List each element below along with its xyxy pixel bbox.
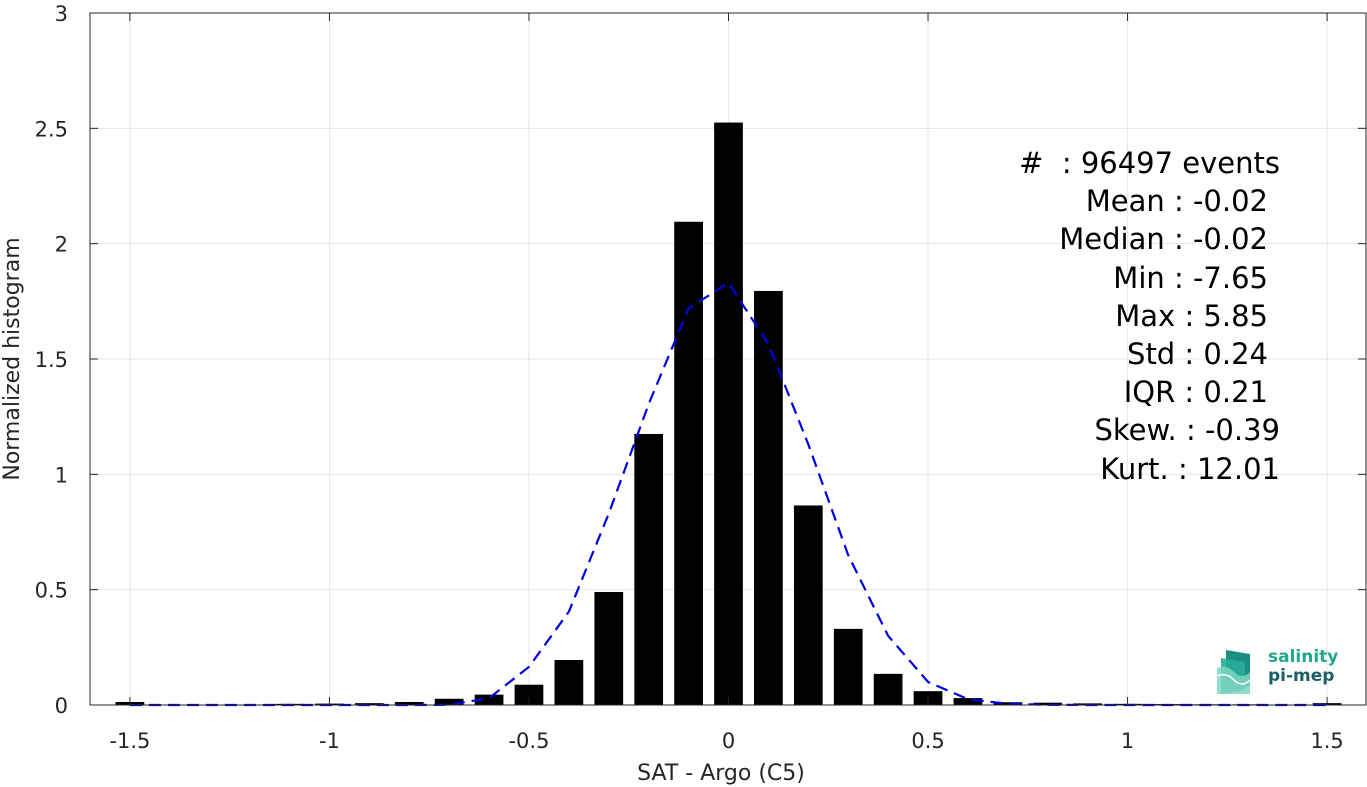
x-tick-labels: -1.5 -1 -0.5 0 0.5 1 1.5 [109,729,1343,753]
histogram-bar [674,221,703,705]
stat-max: Max : 5.85 [1115,298,1268,333]
plot-axes [89,12,1367,706]
histogram-bar [714,122,743,706]
stat-kurt: Kurt. : 12.01 [1100,451,1280,486]
histogram-bar [554,660,584,705]
x-tick-label: 0.5 [911,729,944,753]
y-tick-label: 1 [55,463,68,487]
histogram-bar [394,702,424,705]
wave-logo-icon [1216,650,1251,694]
stat-min: Min : -7.65 [1113,260,1268,295]
stat-std: Std : 0.24 [1127,337,1268,372]
x-tick-label: 0 [722,729,735,753]
histogram-bar [873,673,903,705]
stat-iqr: IQR : 0.21 [1123,375,1268,410]
histogram-bar [434,698,464,705]
histogram-bar [754,290,783,705]
y-tick-label: 0 [55,694,68,718]
histogram-bar [634,433,664,705]
stat-mean: Mean : -0.02 [1085,184,1268,219]
y-tick-labels: 0 0.5 1 1.5 2 2.5 3 [35,2,68,718]
salinity-pimep-logo: salinity pi-mep [1216,646,1346,696]
x-tick-label: 1.5 [1310,729,1343,753]
y-tick-label: 3 [55,2,68,26]
y-tick-label: 1.5 [35,348,68,372]
x-tick-label: -0.5 [508,729,549,753]
histogram-bars [115,122,1342,706]
histogram-bar [993,702,1023,705]
x-axis-label: SAT - Argo (C5) [637,761,805,786]
histogram-bar [793,505,823,705]
logo-text-salinity: salinity [1268,647,1339,667]
stat-skew: Skew. : -0.39 [1094,413,1280,448]
y-tick-label: 0.5 [35,579,68,603]
logo-text-pimep: pi-mep [1268,666,1335,686]
statistics-panel: # : 96497 events Mean : -0.02 Median : -… [960,144,1280,488]
y-tick-label: 2 [55,233,68,257]
histogram-bar [474,694,504,705]
histogram-bar [594,591,624,705]
stat-events: # : 96497 events [1019,146,1280,180]
x-tick-label: -1.5 [109,729,150,753]
stat-median: Median : -0.02 [1059,222,1268,257]
histogram-bar [514,684,544,705]
x-tick-label: -1 [319,729,340,753]
y-axis-label: Normalized histogram [0,237,25,480]
x-tick-label: 1 [1121,729,1134,753]
histogram-bar [953,698,983,705]
y-tick-label: 2.5 [35,117,68,141]
histogram-bar [833,628,863,705]
